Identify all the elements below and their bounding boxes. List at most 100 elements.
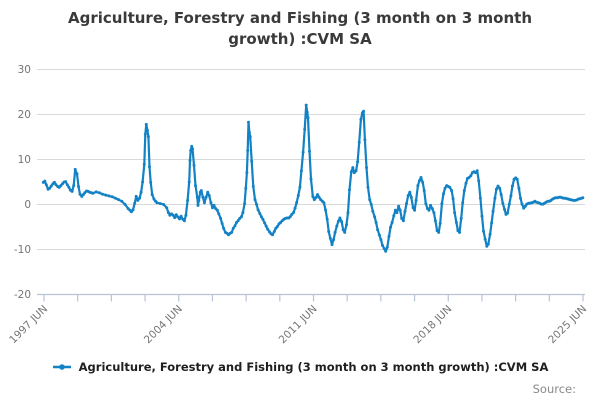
data-point-marker[interactable] — [515, 177, 519, 181]
data-point-marker[interactable] — [165, 206, 169, 210]
data-point-marker[interactable] — [507, 202, 511, 206]
data-point-marker[interactable] — [462, 189, 466, 193]
data-point-marker[interactable] — [253, 198, 257, 202]
data-point-marker[interactable] — [433, 219, 437, 223]
data-point-marker[interactable] — [417, 179, 421, 183]
data-point-marker[interactable] — [197, 198, 201, 202]
data-point-marker[interactable] — [368, 198, 372, 202]
data-point-marker[interactable] — [67, 185, 71, 189]
data-point-marker[interactable] — [233, 224, 237, 228]
data-point-marker[interactable] — [174, 213, 178, 217]
data-point-marker[interactable] — [52, 180, 56, 184]
data-point-marker[interactable] — [171, 213, 175, 217]
data-point-marker[interactable] — [136, 198, 140, 202]
data-point-marker[interactable] — [400, 216, 404, 220]
data-point-marker[interactable] — [520, 202, 524, 206]
data-point-marker[interactable] — [348, 188, 351, 192]
data-point-marker[interactable] — [510, 184, 514, 188]
data-point-marker[interactable] — [44, 183, 48, 187]
data-point-marker[interactable] — [448, 185, 452, 189]
data-point-marker[interactable] — [110, 195, 114, 199]
data-point-marker[interactable] — [65, 183, 69, 187]
data-point-marker[interactable] — [186, 198, 190, 202]
data-point-marker[interactable] — [341, 228, 345, 232]
data-point-marker[interactable] — [206, 190, 210, 194]
data-point-marker[interactable] — [142, 162, 146, 166]
data-point-marker[interactable] — [365, 166, 368, 170]
data-point-marker[interactable] — [204, 195, 208, 199]
data-point-marker[interactable] — [392, 214, 396, 218]
data-point-marker[interactable] — [43, 179, 47, 183]
data-point-marker[interactable] — [414, 198, 418, 202]
data-point-marker[interactable] — [480, 214, 484, 218]
data-point-marker[interactable] — [305, 110, 309, 114]
data-point-marker[interactable] — [499, 193, 503, 197]
data-point-marker[interactable] — [338, 216, 342, 220]
data-point-marker[interactable] — [422, 189, 426, 193]
data-point-marker[interactable] — [263, 221, 267, 225]
data-point-marker[interactable] — [333, 230, 337, 234]
data-point-marker[interactable] — [293, 206, 297, 210]
data-point-marker[interactable] — [311, 194, 315, 198]
data-point-marker[interactable] — [241, 211, 245, 215]
data-point-marker[interactable] — [141, 180, 145, 184]
data-point-marker[interactable] — [385, 245, 389, 249]
data-point-marker[interactable] — [264, 224, 268, 228]
data-point-marker[interactable] — [406, 194, 410, 197]
data-point-marker[interactable] — [377, 233, 381, 237]
data-point-marker[interactable] — [482, 229, 485, 233]
data-point-marker[interactable] — [498, 186, 502, 190]
data-point-marker[interactable] — [73, 167, 77, 171]
data-point-marker[interactable] — [485, 244, 489, 248]
data-point-marker[interactable] — [419, 176, 423, 179]
data-point-marker[interactable] — [362, 109, 366, 113]
data-point-marker[interactable] — [243, 202, 247, 206]
data-point-marker[interactable] — [309, 177, 313, 181]
data-point-marker[interactable] — [397, 204, 401, 208]
data-point-marker[interactable] — [317, 195, 321, 199]
data-point-marker[interactable] — [398, 208, 402, 212]
data-point-marker[interactable] — [335, 224, 339, 228]
data-point-marker[interactable] — [251, 185, 255, 188]
data-point-marker[interactable] — [296, 194, 300, 197]
data-point-marker[interactable] — [77, 185, 80, 188]
data-point-marker[interactable] — [464, 181, 468, 185]
data-point-marker[interactable] — [403, 209, 407, 213]
data-point-marker[interactable] — [387, 234, 391, 238]
data-point-marker[interactable] — [382, 247, 386, 251]
data-point-marker[interactable] — [359, 117, 363, 121]
data-point-marker[interactable] — [373, 215, 377, 219]
data-point-marker[interactable] — [328, 236, 332, 240]
data-point-marker[interactable] — [182, 219, 186, 223]
data-point-marker[interactable] — [49, 184, 53, 188]
data-point-marker[interactable] — [188, 158, 192, 162]
data-point-marker[interactable] — [211, 206, 214, 210]
data-point-marker[interactable] — [215, 208, 219, 212]
data-point-marker[interactable] — [245, 171, 249, 175]
data-point-marker[interactable] — [178, 217, 182, 221]
data-point-marker[interactable] — [490, 221, 494, 225]
data-point-marker[interactable] — [384, 249, 388, 253]
data-point-marker[interactable] — [134, 194, 138, 198]
data-point-marker[interactable] — [379, 238, 383, 242]
data-point-marker[interactable] — [363, 138, 367, 142]
data-point-marker[interactable] — [201, 195, 205, 199]
data-point-marker[interactable] — [266, 227, 270, 231]
data-point-marker[interactable] — [332, 238, 336, 242]
data-point-marker[interactable] — [191, 147, 194, 151]
data-point-marker[interactable] — [246, 149, 250, 152]
data-point-marker[interactable] — [299, 169, 303, 173]
data-point-marker[interactable] — [298, 185, 302, 189]
data-point-marker[interactable] — [459, 216, 463, 220]
data-point-marker[interactable] — [195, 195, 199, 199]
data-point-marker[interactable] — [288, 215, 292, 219]
data-point-marker[interactable] — [330, 243, 334, 247]
data-point-marker[interactable] — [416, 184, 420, 188]
data-point-marker[interactable] — [143, 132, 147, 136]
data-point-marker[interactable] — [261, 217, 265, 221]
data-point-marker[interactable] — [194, 184, 197, 188]
data-point-marker[interactable] — [421, 180, 425, 184]
data-point-marker[interactable] — [117, 198, 120, 202]
data-point-marker[interactable] — [327, 230, 331, 233]
data-point-marker[interactable] — [123, 203, 127, 206]
